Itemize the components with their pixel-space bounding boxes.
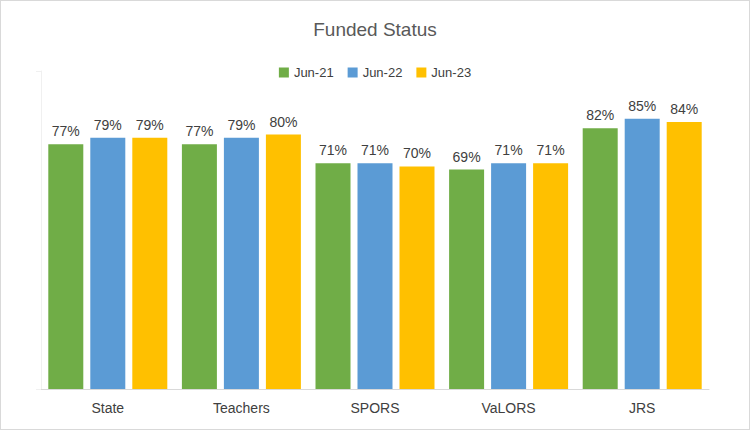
svg-text:VaLORS: VaLORS <box>481 400 535 416</box>
svg-text:Jun-23: Jun-23 <box>431 65 471 80</box>
svg-text:Jun-22: Jun-22 <box>363 65 403 80</box>
svg-text:71%: 71% <box>319 142 347 158</box>
svg-text:84%: 84% <box>670 101 698 117</box>
svg-text:JRS: JRS <box>629 400 655 416</box>
svg-text:79%: 79% <box>136 117 164 133</box>
svg-text:SPORS: SPORS <box>350 400 399 416</box>
svg-text:79%: 79% <box>227 117 255 133</box>
svg-text:79%: 79% <box>94 117 122 133</box>
svg-text:70%: 70% <box>403 145 431 161</box>
svg-text:State: State <box>91 400 124 416</box>
svg-text:Funded Status: Funded Status <box>313 19 437 40</box>
svg-text:77%: 77% <box>52 123 80 139</box>
svg-text:Jun-21: Jun-21 <box>294 65 334 80</box>
svg-text:71%: 71% <box>495 142 523 158</box>
svg-text:82%: 82% <box>586 107 614 123</box>
svg-text:71%: 71% <box>361 142 389 158</box>
svg-text:71%: 71% <box>537 142 565 158</box>
svg-text:85%: 85% <box>628 98 656 114</box>
svg-text:69%: 69% <box>453 149 481 165</box>
svg-text:Teachers: Teachers <box>213 400 270 416</box>
svg-text:80%: 80% <box>269 114 297 130</box>
svg-text:77%: 77% <box>185 123 213 139</box>
